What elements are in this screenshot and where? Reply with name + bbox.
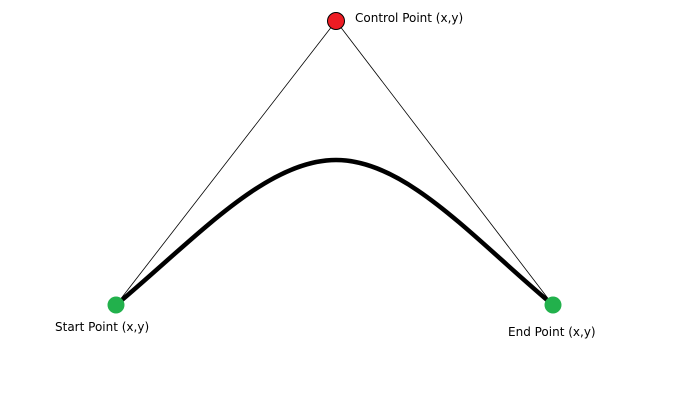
end-point-label: End Point (x,y) <box>508 325 596 339</box>
control-point-dot <box>327 12 345 30</box>
start-point-dot <box>107 296 125 314</box>
bezier-curve <box>113 157 556 308</box>
guide-line-start-to-control <box>115 20 337 306</box>
start-point-label: Start Point (x,y) <box>55 320 150 334</box>
guide-line-control-to-end <box>335 20 554 306</box>
end-point-dot <box>544 296 562 314</box>
control-point-label: Control Point (x,y) <box>355 11 464 25</box>
